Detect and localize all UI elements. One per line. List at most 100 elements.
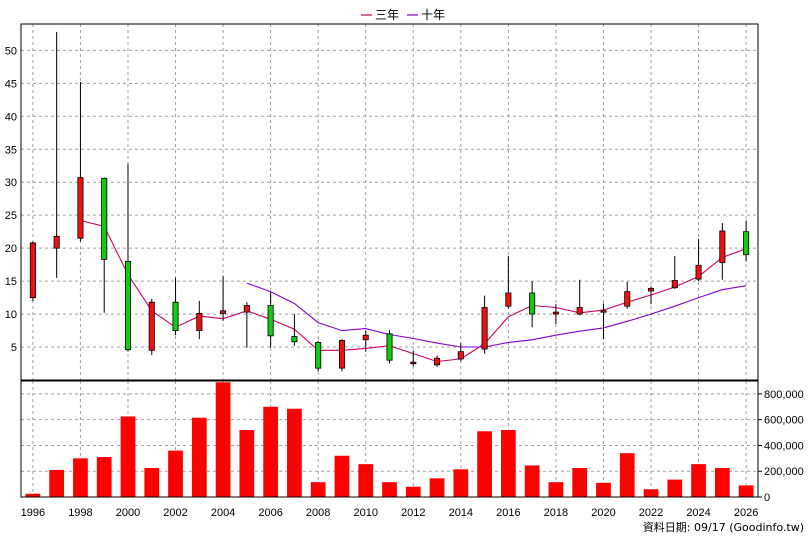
volume-bar (168, 450, 183, 497)
candle-body (552, 311, 559, 315)
candle-body (410, 361, 417, 365)
volume-bar (191, 417, 207, 497)
price-tick-label: 10 (5, 309, 17, 321)
candle-body (338, 340, 345, 369)
candle-body (362, 334, 369, 341)
candle-body (695, 264, 702, 280)
volume-tick-label: 0 (764, 492, 770, 504)
volume-bar (691, 464, 706, 497)
plot-frames (20, 23, 759, 498)
volume-tick-label: 400,000 (764, 440, 804, 452)
price-tick-label: 40 (5, 111, 17, 123)
x-tick-label: 2018 (544, 507, 568, 519)
price-tick-label: 25 (5, 210, 17, 222)
x-tick-label: 2020 (591, 507, 615, 519)
volume-bar (25, 493, 41, 497)
x-tick-label: 2004 (211, 507, 235, 519)
volume-bar (334, 455, 350, 497)
candle-body (77, 177, 84, 239)
candle-body (719, 230, 726, 264)
axis-ticks: 1996 1998 2000 2002 2004 2006 2008 2010 2012 2014… (5, 45, 804, 519)
volume-bar (215, 382, 231, 497)
volume-bar (358, 464, 374, 497)
candle-body (196, 313, 203, 331)
price-tick-label: 50 (5, 45, 17, 57)
volume-bar (120, 416, 136, 497)
x-tick-label: 2022 (639, 507, 663, 519)
legend-3yr-label: 三年 (375, 8, 399, 22)
price-tick-label: 20 (5, 243, 17, 255)
price-tick-label: 45 (5, 78, 17, 90)
candle-body (648, 287, 655, 292)
candle-body (148, 301, 155, 351)
candle-body (172, 301, 179, 331)
volume-panel-frame (20, 380, 759, 498)
candle-body (101, 177, 108, 260)
ma-10yr-line (246, 282, 747, 348)
legend: 三年 十年 (361, 8, 445, 22)
price-tick-label: 15 (5, 276, 17, 288)
candle-body (220, 310, 227, 314)
candle-body (624, 291, 631, 307)
volume-bar (548, 482, 564, 497)
volume-bar (643, 489, 659, 497)
volume-bar (310, 482, 326, 497)
candle-body (529, 292, 536, 315)
candle-body (124, 260, 131, 351)
candle-body (291, 336, 298, 343)
x-tick-label: 2006 (258, 507, 282, 519)
volume-bar (596, 482, 611, 497)
volume-bar (144, 468, 160, 497)
x-tick-label: 2000 (116, 507, 140, 519)
candle-body (481, 307, 488, 350)
volume-bar (239, 429, 255, 497)
candle-body (53, 235, 60, 249)
x-tick-label: 1996 (21, 507, 45, 519)
volume-bar (287, 408, 302, 497)
candle-body (743, 231, 750, 256)
price-tick-label: 35 (5, 144, 17, 156)
volume-bar (714, 468, 730, 497)
x-tick-label: 2026 (734, 507, 758, 519)
candle-body (600, 310, 607, 313)
volume-bar (453, 469, 469, 497)
volume-tick-label: 600,000 (764, 415, 804, 427)
volume-bar (619, 453, 635, 497)
candle-body (315, 342, 322, 369)
data-date-footer: 資料日期: 09/17 (Goodinfo.tw) (643, 520, 804, 534)
candle-body (671, 280, 678, 289)
x-tick-label: 2010 (353, 507, 377, 519)
volume-tick-label: 800,000 (764, 389, 804, 401)
x-tick-label: 2024 (686, 507, 710, 519)
price-panel-frame (20, 23, 759, 381)
volume-bar (738, 485, 754, 497)
volume-bar (524, 465, 540, 497)
x-tick-label: 1998 (68, 507, 92, 519)
volume-bar (263, 406, 278, 497)
candlesticks (29, 31, 750, 372)
price-tick-label: 5 (11, 342, 17, 354)
x-tick-label: 2012 (401, 507, 425, 519)
volume-bar (501, 429, 516, 497)
volume-bar (477, 431, 492, 497)
candle-body (457, 351, 464, 360)
candle-body (243, 305, 250, 313)
candle-body (267, 305, 274, 337)
candle-body (29, 242, 36, 298)
volume-bar (429, 478, 445, 497)
volume-bar (382, 482, 397, 497)
volume-bar (572, 468, 588, 497)
volume-bars (25, 382, 754, 497)
candle-body (434, 357, 441, 366)
x-tick-label: 2008 (306, 507, 330, 519)
x-tick-label: 2014 (449, 507, 473, 519)
volume-bar (96, 457, 112, 497)
x-tick-label: 2016 (496, 507, 520, 519)
volume-bar (49, 469, 65, 497)
volume-tick-label: 200,000 (764, 466, 804, 478)
volume-bar (405, 486, 421, 497)
x-tick-label: 2002 (163, 507, 187, 519)
volume-bar (73, 458, 88, 497)
price-tick-label: 30 (5, 177, 17, 189)
candle-body (505, 292, 512, 307)
